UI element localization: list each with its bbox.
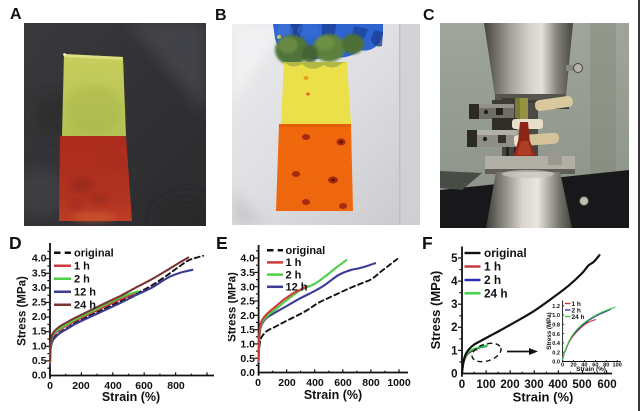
svg-text:2 h: 2 h bbox=[484, 273, 501, 287]
svg-text:3.0: 3.0 bbox=[32, 282, 47, 294]
svg-text:0.0: 0.0 bbox=[552, 360, 560, 366]
svg-text:1 h: 1 h bbox=[572, 301, 581, 308]
svg-text:200: 200 bbox=[72, 380, 90, 392]
svg-text:100: 100 bbox=[613, 362, 622, 368]
svg-text:3.5: 3.5 bbox=[32, 267, 47, 279]
svg-text:2 h: 2 h bbox=[572, 307, 581, 314]
svg-text:0: 0 bbox=[561, 362, 564, 368]
svg-text:1.2: 1.2 bbox=[552, 304, 560, 310]
svg-text:Strain (%): Strain (%) bbox=[576, 366, 606, 373]
svg-text:Stress (MPa): Stress (MPa) bbox=[228, 272, 239, 342]
svg-text:500: 500 bbox=[572, 379, 591, 391]
svg-text:40: 40 bbox=[581, 362, 587, 368]
svg-text:1.0: 1.0 bbox=[552, 313, 560, 319]
svg-text:0.5: 0.5 bbox=[32, 355, 47, 367]
svg-text:0.6: 0.6 bbox=[552, 332, 560, 338]
svg-text:original: original bbox=[286, 245, 326, 257]
svg-text:0.0: 0.0 bbox=[32, 370, 47, 382]
svg-text:1: 1 bbox=[451, 345, 458, 357]
svg-text:1.0: 1.0 bbox=[240, 339, 255, 351]
svg-text:0.2: 0.2 bbox=[552, 350, 560, 356]
svg-text:2 h: 2 h bbox=[74, 274, 90, 286]
svg-text:80: 80 bbox=[603, 362, 609, 368]
svg-text:800: 800 bbox=[167, 380, 185, 392]
svg-text:400: 400 bbox=[306, 377, 324, 389]
svg-text:0: 0 bbox=[451, 368, 457, 380]
svg-text:200: 200 bbox=[278, 377, 296, 389]
svg-text:1 h: 1 h bbox=[286, 257, 302, 269]
svg-text:600: 600 bbox=[334, 377, 352, 389]
svg-text:4: 4 bbox=[451, 276, 458, 288]
svg-text:original: original bbox=[74, 248, 114, 260]
svg-text:1.0: 1.0 bbox=[32, 340, 47, 352]
svg-text:3: 3 bbox=[451, 299, 457, 311]
svg-text:300: 300 bbox=[524, 379, 543, 391]
svg-text:200: 200 bbox=[500, 379, 519, 391]
svg-text:800: 800 bbox=[362, 377, 380, 389]
svg-text:Strain (%): Strain (%) bbox=[304, 388, 362, 402]
svg-text:12 h: 12 h bbox=[286, 282, 308, 294]
svg-text:2: 2 bbox=[451, 322, 457, 334]
svg-text:5: 5 bbox=[451, 253, 458, 265]
svg-text:1000: 1000 bbox=[387, 377, 411, 389]
svg-text:600: 600 bbox=[597, 379, 616, 391]
svg-text:0.4: 0.4 bbox=[552, 341, 561, 347]
svg-text:600: 600 bbox=[135, 380, 153, 392]
svg-text:Strain (%): Strain (%) bbox=[102, 390, 160, 404]
svg-text:Stress (MPa): Stress (MPa) bbox=[546, 312, 553, 349]
svg-text:24 h: 24 h bbox=[572, 314, 585, 321]
svg-text:1.5: 1.5 bbox=[32, 326, 47, 338]
svg-text:100: 100 bbox=[476, 379, 495, 391]
svg-text:24 h: 24 h bbox=[74, 300, 96, 312]
svg-text:400: 400 bbox=[104, 380, 122, 392]
svg-text:2.5: 2.5 bbox=[32, 297, 47, 309]
svg-text:original: original bbox=[484, 246, 527, 260]
svg-text:3.0: 3.0 bbox=[240, 281, 255, 293]
svg-text:0.8: 0.8 bbox=[552, 323, 560, 329]
svg-text:0: 0 bbox=[255, 377, 261, 389]
svg-text:Stress (MPa): Stress (MPa) bbox=[17, 276, 29, 346]
svg-text:60: 60 bbox=[592, 362, 598, 368]
svg-text:24 h: 24 h bbox=[484, 287, 508, 301]
svg-text:12 h: 12 h bbox=[74, 287, 96, 299]
svg-text:1.5: 1.5 bbox=[240, 324, 255, 336]
svg-text:4.0: 4.0 bbox=[32, 253, 47, 265]
svg-text:0.0: 0.0 bbox=[240, 367, 255, 379]
svg-text:1 h: 1 h bbox=[484, 260, 501, 274]
svg-text:2 h: 2 h bbox=[286, 269, 302, 281]
svg-text:400: 400 bbox=[548, 379, 567, 391]
svg-text:0: 0 bbox=[47, 380, 53, 392]
svg-text:2.0: 2.0 bbox=[240, 310, 255, 322]
svg-text:Strain (%): Strain (%) bbox=[513, 390, 574, 405]
svg-text:Stress (MPa): Stress (MPa) bbox=[428, 271, 443, 350]
svg-text:20: 20 bbox=[570, 362, 576, 368]
svg-text:2.0: 2.0 bbox=[32, 311, 47, 323]
svg-text:0.5: 0.5 bbox=[240, 353, 255, 365]
svg-text:0: 0 bbox=[459, 379, 465, 391]
svg-text:3.5: 3.5 bbox=[240, 267, 255, 279]
svg-text:2.5: 2.5 bbox=[240, 296, 255, 308]
svg-text:4.0: 4.0 bbox=[240, 253, 255, 265]
svg-text:1 h: 1 h bbox=[74, 261, 90, 273]
